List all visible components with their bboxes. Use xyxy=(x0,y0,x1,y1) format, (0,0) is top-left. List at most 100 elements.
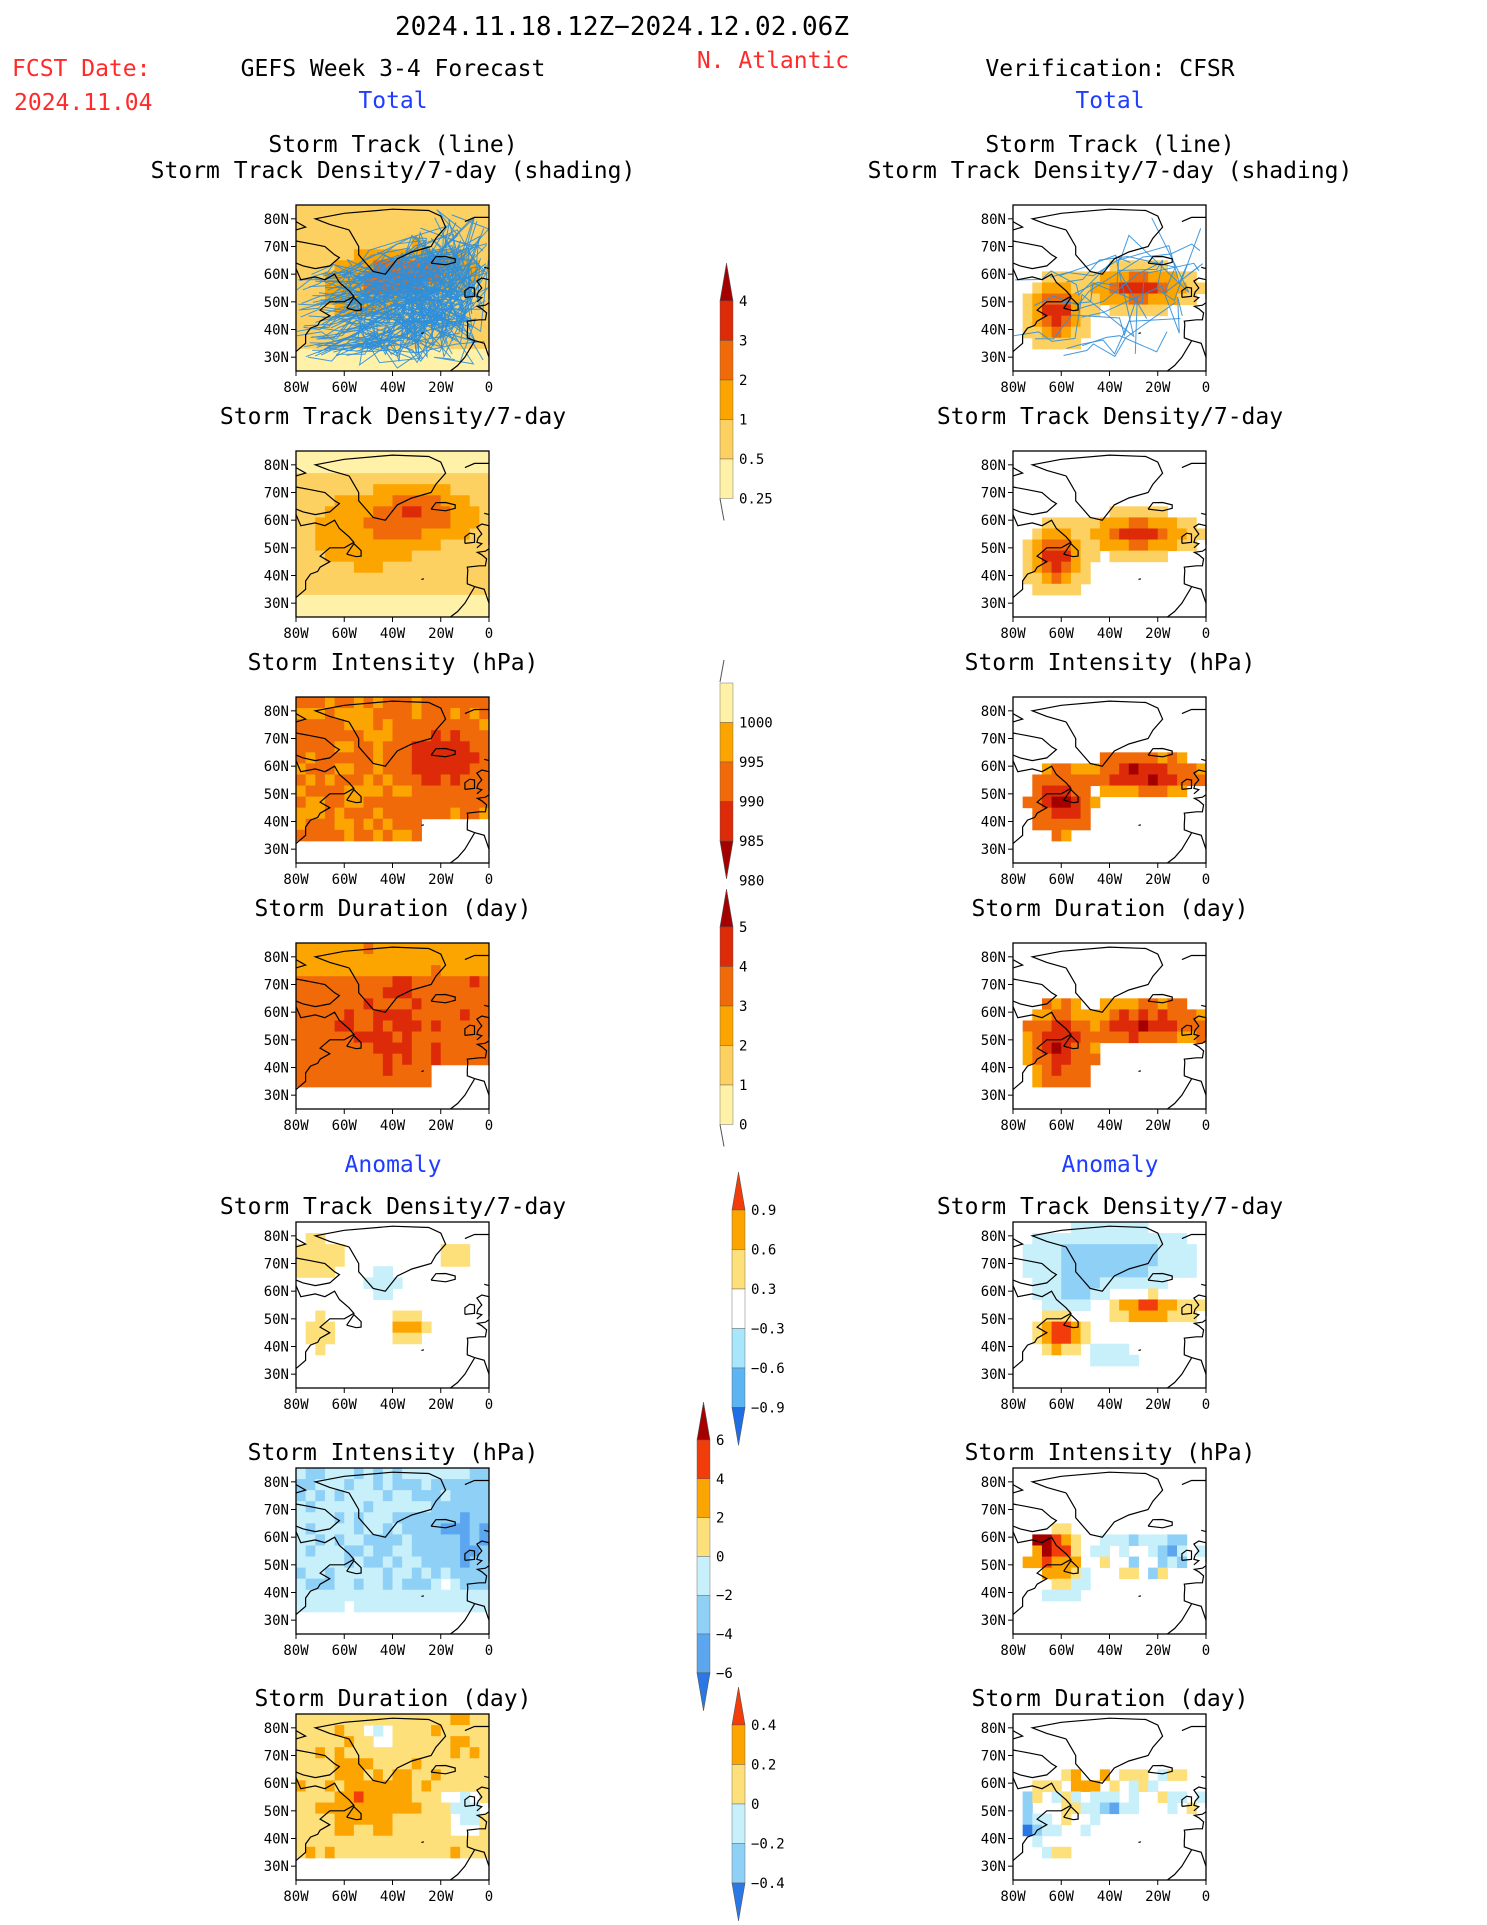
fc-density-cell xyxy=(382,605,393,618)
coastline-greenland xyxy=(1030,946,1164,1013)
fc-track-track-line xyxy=(317,265,481,364)
cfsr-density-anom-cell xyxy=(1128,1310,1139,1323)
lon-tick-label: 80W xyxy=(283,626,309,642)
fc-track-track-line xyxy=(355,260,470,305)
cfsr-duration-cell xyxy=(1090,1042,1101,1055)
fc-intensity-cell xyxy=(469,785,480,798)
coastline-iceland xyxy=(430,255,456,266)
cfsr-duration-cell xyxy=(1177,998,1188,1010)
fc-duration-anom-cell xyxy=(392,1769,403,1781)
fc-track-cell xyxy=(344,359,355,372)
coastline-baffin xyxy=(295,1503,341,1533)
fc-intensity-anom-cell xyxy=(421,1501,432,1513)
cfsr-density-cell xyxy=(1051,517,1062,529)
fc-intensity-anom-cell xyxy=(450,1545,461,1558)
fc-duration-cell xyxy=(363,1064,374,1077)
fc-intensity-cell xyxy=(315,818,326,831)
cfsr-duration-cell xyxy=(1167,1020,1178,1033)
cfsr-duration-cell xyxy=(1070,1075,1082,1088)
fc-duration-anom-cell xyxy=(450,1846,461,1859)
cfsr-intensity-anom-cell xyxy=(1109,1534,1120,1546)
lon-tick-label: 60W xyxy=(1049,1397,1075,1413)
fc-intensity-cell xyxy=(479,741,490,753)
fc-density-anom-cell xyxy=(315,1255,326,1267)
cfsr-density-anom-cell xyxy=(1148,1288,1159,1300)
fc-duration-anom-cell xyxy=(315,1835,326,1848)
fc-density-cell xyxy=(469,594,480,607)
fc-duration-cell xyxy=(296,998,307,1010)
density-anom-segment xyxy=(731,1209,746,1250)
fc-intensity-anom-cell xyxy=(440,1523,451,1535)
cfsr-track-cell xyxy=(1148,271,1159,283)
fc-intensity-cell xyxy=(363,818,374,831)
fc-duration-anom-cell xyxy=(411,1835,422,1848)
fc-intensity-anom-cell xyxy=(305,1479,316,1491)
fc-density-anom-cell xyxy=(373,1288,384,1300)
cfsr-anomaly-label: Anomaly xyxy=(1061,1152,1159,1178)
cfsr-intensity-cell xyxy=(1148,774,1159,787)
fc-density-cell xyxy=(421,605,432,618)
cfsr-duration-cell xyxy=(1090,1031,1101,1044)
fc-density-cell xyxy=(402,473,413,485)
fc-intensity-cell xyxy=(353,697,365,709)
fc-density-cell xyxy=(296,484,307,496)
lat-tick-label: 60N xyxy=(264,759,289,775)
fc-density-cell xyxy=(431,528,442,541)
cfsr-density-anom-cell xyxy=(1119,1354,1130,1367)
fc-duration-cell xyxy=(421,954,432,966)
cfsr-density-anom-cell xyxy=(1138,1255,1149,1267)
cfsr-density-anom-cell xyxy=(1041,1321,1053,1334)
fc-duration-cell xyxy=(479,965,490,977)
fc-track-cell xyxy=(305,282,316,295)
fc-duration-cell xyxy=(373,998,384,1010)
forecast-title: GEFS Week 3-4 Forecast xyxy=(240,56,546,82)
fc-intensity-cell xyxy=(469,763,480,775)
cfsr-density-anom-cell xyxy=(1099,1222,1110,1234)
fc-duration-anom-cell xyxy=(402,1714,413,1726)
fc-intensity-anom-cell xyxy=(479,1545,490,1558)
coastline-baffin xyxy=(1012,1257,1058,1287)
fc-density-title: Storm Track Density/7-day xyxy=(219,404,567,430)
fc-duration-anom-cell xyxy=(460,1802,471,1815)
fc-track-cell xyxy=(421,359,432,372)
fc-density-cell xyxy=(344,473,355,485)
fc-intensity-cell xyxy=(296,708,307,720)
fc-track-cell xyxy=(440,359,451,372)
fc-intensity-anom-cell xyxy=(460,1523,471,1535)
cfsr-track-track-line xyxy=(1034,243,1201,306)
fc-intensity-anom-cell xyxy=(344,1523,355,1535)
cfsr-density-anom-cell xyxy=(1070,1299,1082,1312)
fc-intensity-anom-cell xyxy=(382,1578,393,1591)
cfsr-intensity-cell xyxy=(1061,807,1072,820)
fc-intensity-anom-cell xyxy=(382,1479,393,1491)
fc-intensity-anom-cell xyxy=(450,1534,461,1546)
intensity-anom-bottom-triangle xyxy=(696,1672,711,1711)
cfsr-duration-anom-cell xyxy=(1099,1791,1110,1804)
fc-duration-anom-cell xyxy=(363,1791,374,1804)
fc-track-cell xyxy=(479,282,490,295)
cfsr-density-anom-cell xyxy=(1167,1255,1178,1267)
cfsr-density-anom-cell xyxy=(1109,1310,1120,1323)
fc-duration-cell xyxy=(479,954,490,966)
cfsr-duration-anom-cell xyxy=(1022,1813,1033,1826)
fc-intensity-anom-cell xyxy=(440,1534,451,1546)
fc-duration-anom-cell xyxy=(431,1824,442,1837)
fc-duration-cell xyxy=(421,1064,432,1077)
fc-density-cell xyxy=(440,528,451,541)
lon-tick-label: 0 xyxy=(485,380,493,396)
fc-duration-anom-cell xyxy=(315,1791,326,1804)
fc-duration-cell xyxy=(363,1020,374,1033)
cfsr-intensity-cell xyxy=(1138,752,1149,764)
fc-intensity-cell xyxy=(353,829,365,842)
fc-duration-anom-cell xyxy=(296,1780,307,1792)
cfsr-density-anom-cell xyxy=(1148,1266,1159,1278)
cfsr-density-anom-cell xyxy=(1032,1288,1043,1300)
fc-duration-anom-cell xyxy=(479,1714,490,1726)
fc-track-cell xyxy=(402,238,413,250)
cfsr-duration-anom-cell xyxy=(1041,1824,1053,1837)
fc-intensity-cell xyxy=(334,785,345,798)
fc-track-cell xyxy=(324,249,336,261)
fc-density-cell xyxy=(315,451,326,463)
fc-duration-anom-cell xyxy=(382,1758,393,1770)
fc-density-cell xyxy=(363,495,374,507)
